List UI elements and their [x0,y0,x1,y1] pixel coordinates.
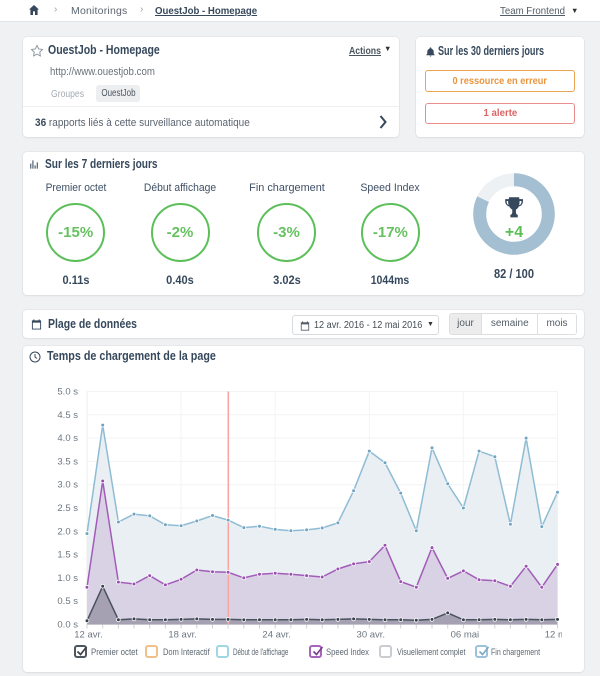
svg-text:12 mai: 12 mai [545,630,562,641]
svg-text:1.5 s: 1.5 s [57,550,78,561]
svg-text:0.5 s: 0.5 s [57,596,78,607]
svg-text:3.5 s: 3.5 s [57,456,78,467]
svg-text:1.0 s: 1.0 s [57,573,78,584]
svg-text:2.5 s: 2.5 s [57,503,78,514]
svg-text:5.0 s: 5.0 s [57,387,78,398]
svg-text:+4: +4 [505,224,523,241]
svg-text:18 avr.: 18 avr. [168,630,197,641]
svg-text:2.0 s: 2.0 s [57,526,78,537]
svg-text:0.0 s: 0.0 s [57,620,78,631]
svg-text:06 mai: 06 mai [451,630,480,641]
svg-text:4.0 s: 4.0 s [57,433,78,444]
svg-text:4.5 s: 4.5 s [57,410,78,421]
svg-text:30 avr.: 30 avr. [357,630,386,641]
svg-text:12 avr.: 12 avr. [74,630,103,641]
svg-text:3.0 s: 3.0 s [57,480,78,491]
svg-text:24 avr.: 24 avr. [262,630,291,641]
